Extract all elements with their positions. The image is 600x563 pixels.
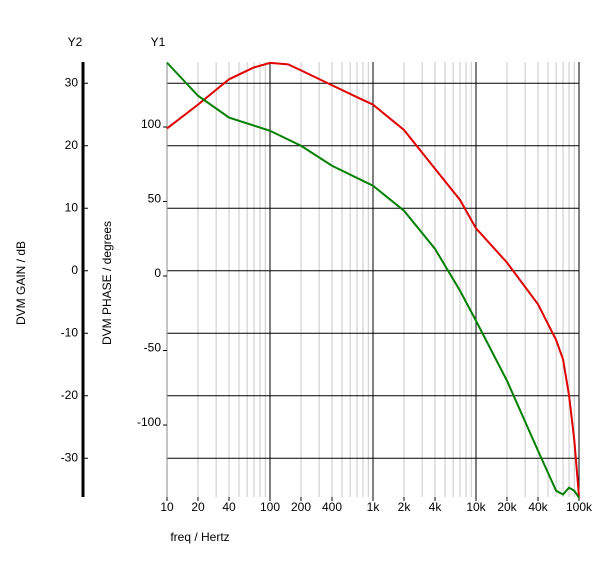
y1-axis-title: DVM PHASE / degrees bbox=[100, 221, 114, 345]
y2-tick-label: 10 bbox=[65, 200, 79, 214]
y2-axis-name: Y2 bbox=[68, 35, 83, 49]
y2-tick-label: 20 bbox=[65, 138, 79, 152]
line-series bbox=[166, 61, 580, 497]
x-tick-label: 20 bbox=[191, 500, 205, 514]
x-tick-label: 100k bbox=[566, 500, 593, 514]
y1-tick-label: -100 bbox=[137, 415, 161, 429]
y1-tick-label: 100 bbox=[141, 117, 161, 131]
y1-axis-name: Y1 bbox=[151, 35, 166, 49]
x-tick-label: 10 bbox=[160, 500, 174, 514]
x-tick-label: 10k bbox=[466, 500, 486, 514]
x-tick-label: 40k bbox=[528, 500, 548, 514]
x-tick-label: 40 bbox=[222, 500, 236, 514]
y1-tick-label: -50 bbox=[144, 341, 162, 355]
y2-tick-label: -30 bbox=[61, 450, 79, 464]
x-tick-label: 400 bbox=[322, 500, 342, 514]
y1-tick-label: 50 bbox=[148, 192, 162, 206]
x-tick-label: 20k bbox=[497, 500, 517, 514]
x-tick-label: 100 bbox=[260, 500, 280, 514]
x-tick-label: 4k bbox=[429, 500, 443, 514]
x-tick-label: 2k bbox=[398, 500, 412, 514]
y2-tick-label: -20 bbox=[61, 388, 79, 402]
y2-tick-label: -10 bbox=[61, 325, 79, 339]
x-tick-label: 1k bbox=[367, 500, 381, 514]
x-tick-label: 200 bbox=[291, 500, 311, 514]
line-series bbox=[166, 61, 580, 499]
x-axis-title: freq / Hertz bbox=[170, 530, 229, 544]
y2-axis-title: DVM GAIN / dB bbox=[14, 241, 28, 325]
y2-tick-label: 30 bbox=[65, 75, 79, 89]
y2-tick-label: 0 bbox=[71, 263, 78, 277]
y1-tick-label: 0 bbox=[154, 266, 161, 280]
